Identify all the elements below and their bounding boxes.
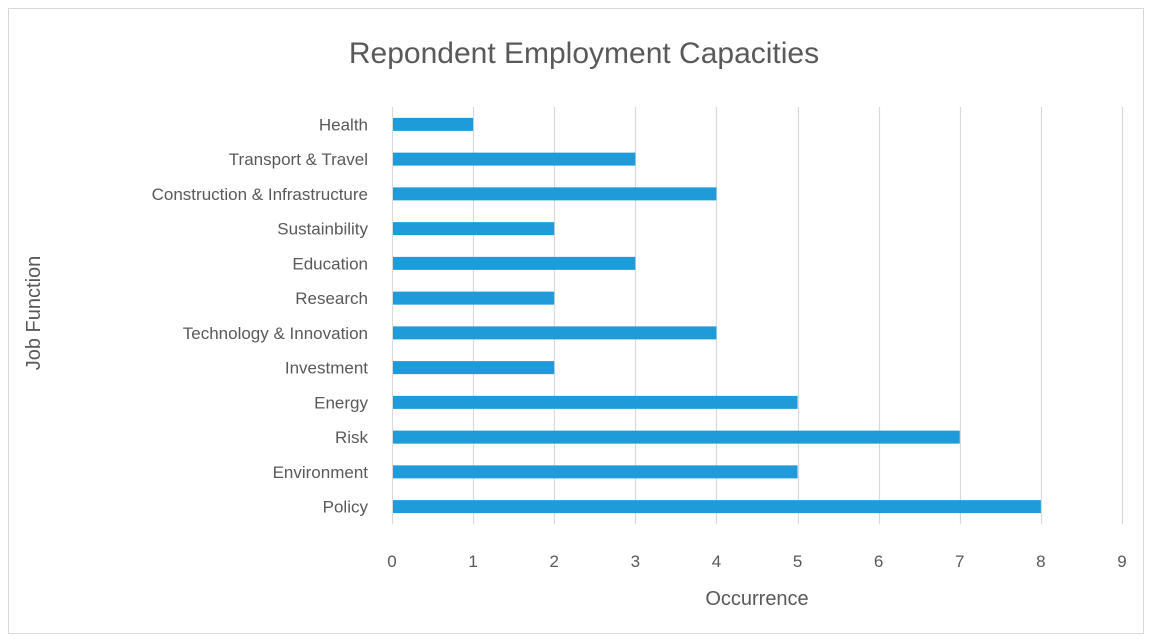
y-tick-label: Transport & Travel (229, 150, 368, 169)
bar (393, 430, 960, 444)
y-axis-title: Job Function (23, 256, 45, 371)
y-tick-label: Policy (323, 498, 369, 517)
y-tick-label: Risk (335, 428, 369, 447)
x-tick-label: 0 (387, 552, 396, 571)
bar (393, 256, 636, 270)
y-tick-label: Research (295, 289, 368, 308)
y-axis-tick-labels: Policy Environment Risk Energy Investment Tec… (152, 115, 369, 516)
y-tick-label: Environment (273, 463, 369, 482)
bar (393, 117, 474, 131)
y-tick-label: Sustainbility (277, 220, 368, 239)
x-tick-label: 8 (1036, 552, 1045, 571)
bars (393, 117, 1041, 514)
x-axis-tick-labels: 0 1 2 3 4 5 6 7 8 9 (387, 552, 1126, 571)
x-tick-label: 5 (793, 552, 802, 571)
gridlines (391, 107, 1124, 524)
x-tick-label: 2 (549, 552, 558, 571)
y-tick-label: Technology & Innovation (183, 324, 368, 343)
bar (393, 291, 555, 305)
y-tick-label: Education (292, 254, 368, 273)
bar (393, 465, 798, 479)
x-tick-label: 4 (712, 552, 721, 571)
y-tick-label: Health (319, 115, 368, 134)
bar (393, 500, 1041, 514)
x-tick-label: 1 (468, 552, 477, 571)
chart-title: Repondent Employment Capacities (349, 37, 819, 70)
x-tick-label: 3 (631, 552, 640, 571)
x-axis-title: Occurrence (705, 588, 808, 610)
bar (393, 222, 555, 236)
bar (393, 361, 555, 375)
chart-frame (8, 8, 1144, 634)
x-tick-label: 7 (955, 552, 964, 571)
y-tick-label: Investment (285, 359, 368, 378)
x-tick-label: 9 (1117, 552, 1126, 571)
bar (393, 187, 717, 201)
x-tick-label: 6 (874, 552, 883, 571)
bar (393, 326, 717, 340)
bar (393, 395, 798, 409)
y-tick-label: Energy (314, 393, 368, 412)
y-tick-label: Construction & Infrastructure (152, 185, 368, 204)
bar (393, 152, 636, 166)
